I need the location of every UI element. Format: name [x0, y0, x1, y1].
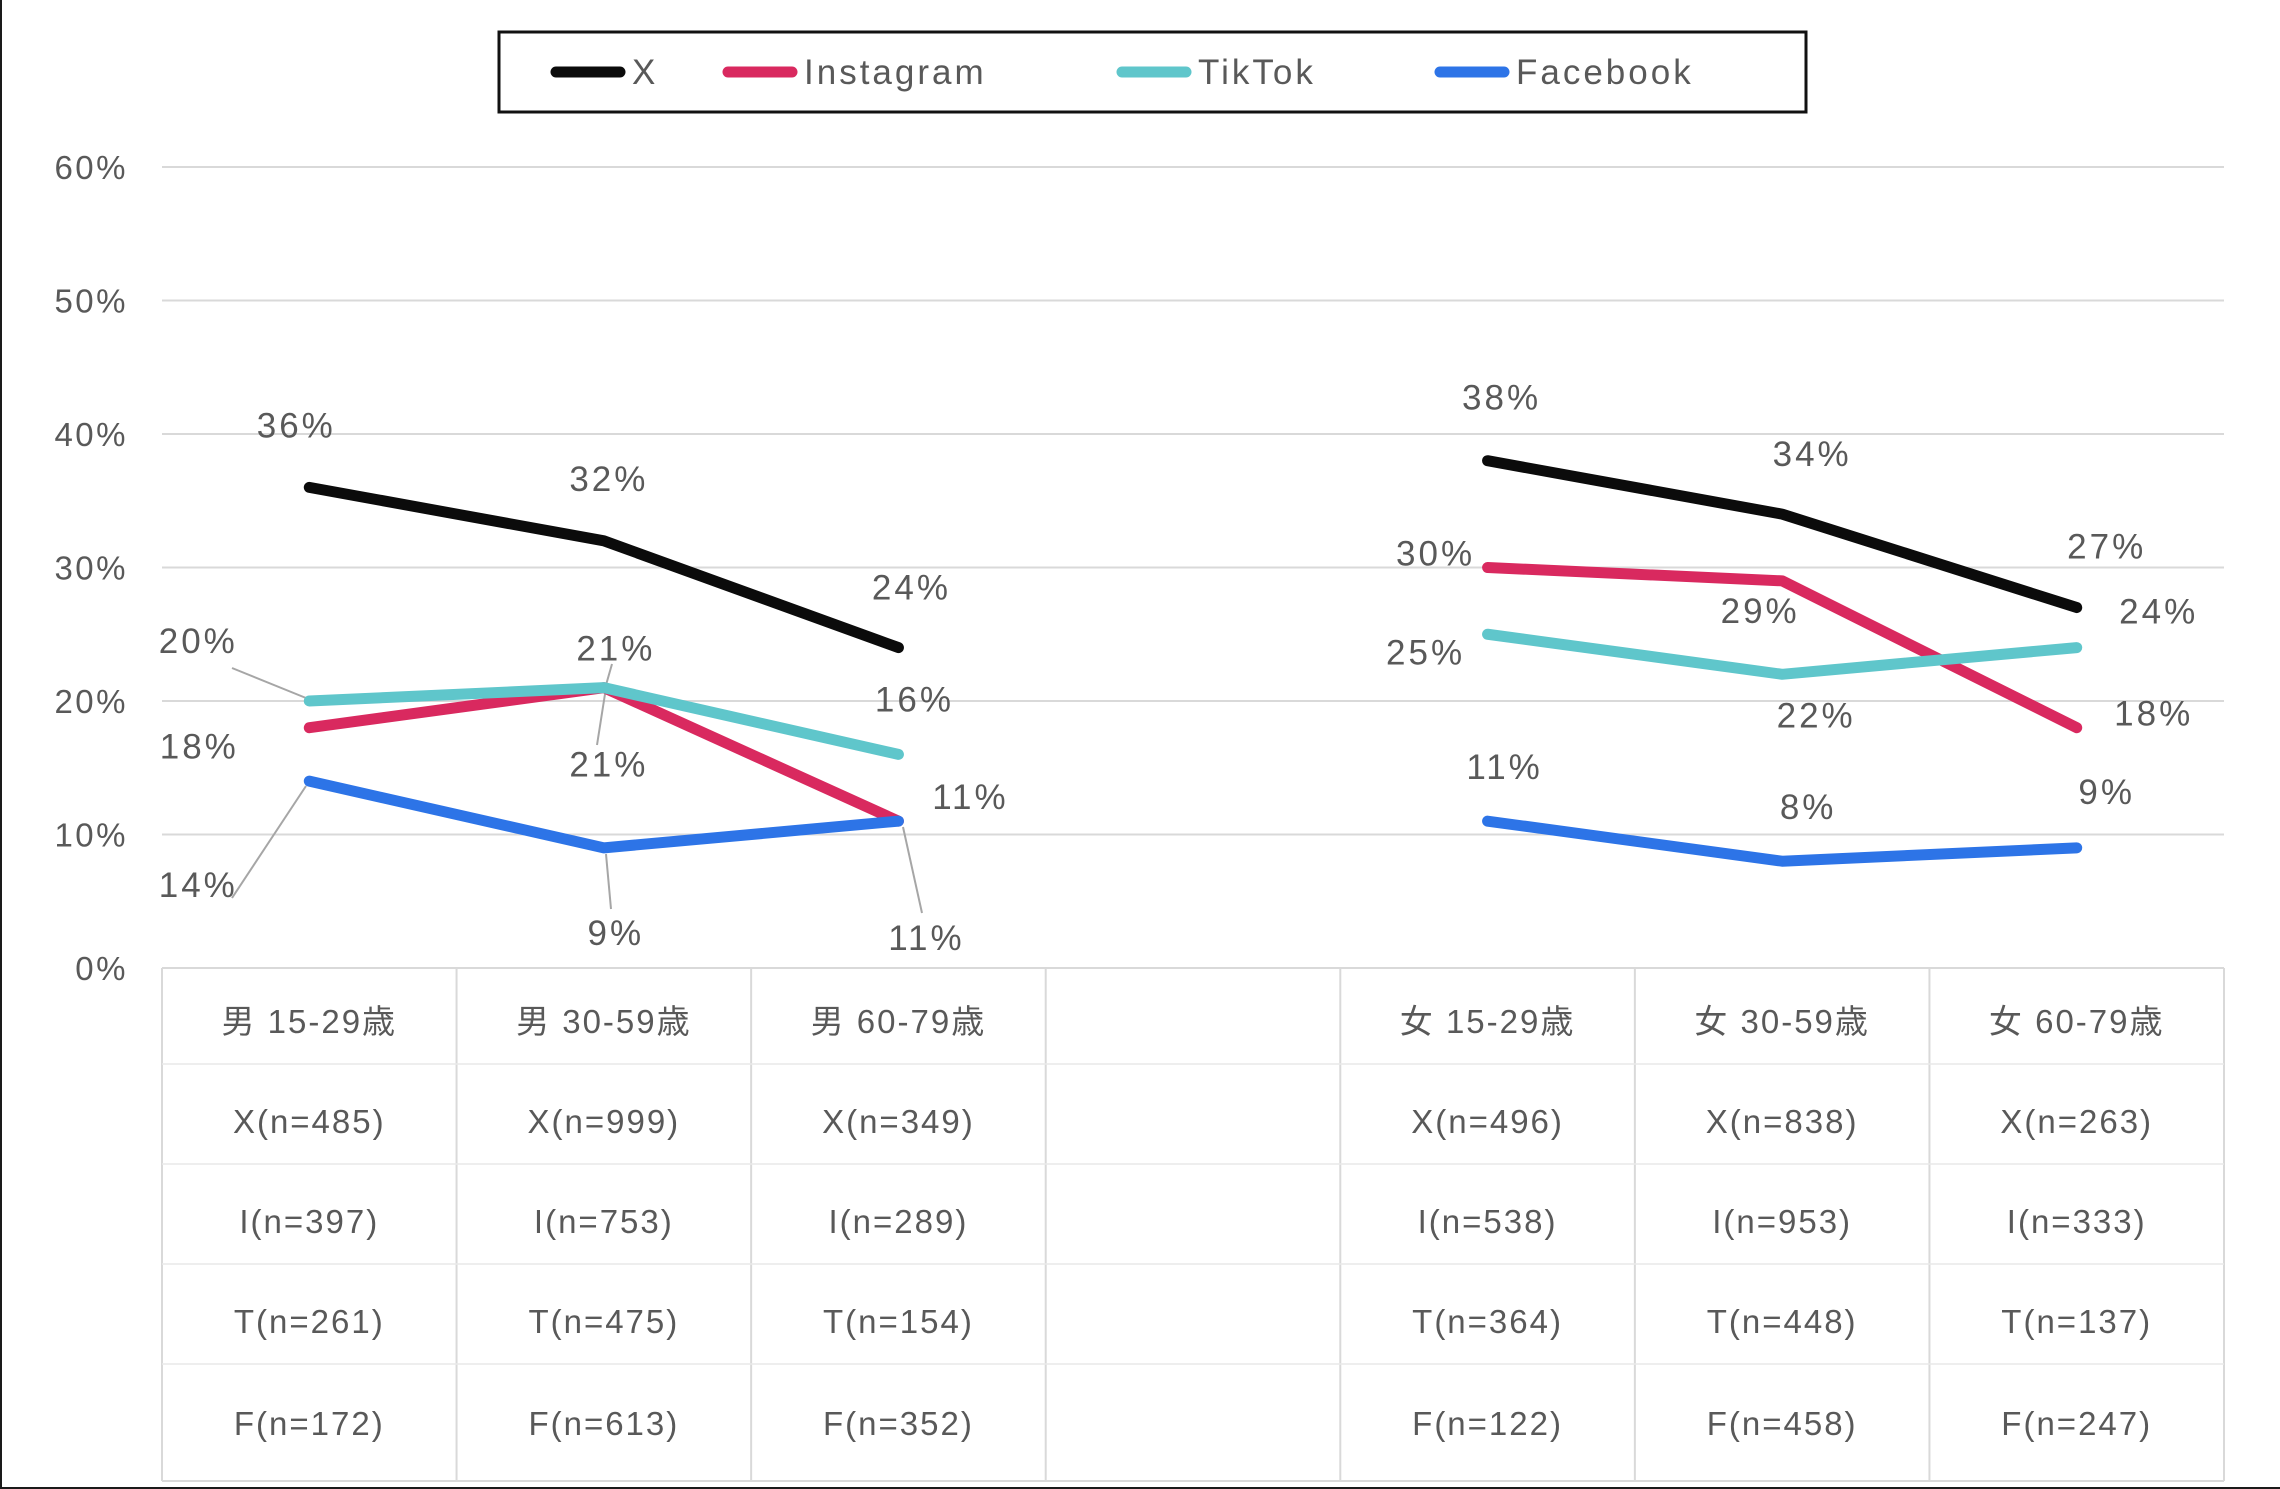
data-label-facebook: 11%: [888, 919, 964, 958]
data-label-facebook: 9%: [588, 914, 645, 953]
y-axis-tick-label: 30%: [54, 550, 128, 587]
sample-size-cell: I(n=538): [1418, 1203, 1558, 1240]
sample-size-cell: I(n=333): [2007, 1203, 2147, 1240]
data-label-x: 36%: [257, 406, 336, 445]
legend-label-facebook: Facebook: [1516, 53, 1694, 92]
data-label-facebook: 11%: [1466, 748, 1542, 787]
category-header-label: 男 30-59歳: [516, 1003, 692, 1040]
data-label-instagram: 30%: [1396, 535, 1475, 574]
data-label-leader-line: [605, 853, 612, 910]
sample-size-cell: T(n=475): [528, 1303, 679, 1340]
data-label-tiktok: 16%: [875, 680, 954, 719]
legend-label-x: X: [632, 53, 658, 92]
series-line-instagram: [1482, 562, 2083, 734]
category-header-label: 男 15-29歳: [221, 1003, 397, 1040]
sample-size-cell: F(n=247): [2001, 1405, 2152, 1442]
data-label-instagram: 18%: [160, 728, 239, 767]
series-line-facebook: [1482, 815, 2083, 867]
sample-size-cell: F(n=458): [1707, 1405, 1858, 1442]
data-label-leader-line: [231, 785, 307, 899]
data-label-leader-line: [596, 693, 606, 746]
data-label-leader-line: [902, 826, 923, 914]
data-label-x: 34%: [1773, 435, 1852, 474]
sample-size-cell: X(n=838): [1706, 1103, 1859, 1140]
data-label-x: 24%: [872, 569, 951, 608]
data-label-leader-line: [605, 663, 613, 686]
series-line-x: [1482, 455, 2083, 614]
series-line-tiktok: [1482, 628, 2083, 680]
data-label-facebook: 9%: [2078, 773, 2135, 812]
data-label-x: 38%: [1462, 379, 1541, 418]
sample-size-cell: I(n=753): [534, 1203, 674, 1240]
sample-size-cell: I(n=953): [1712, 1203, 1852, 1240]
sample-size-cell: T(n=137): [2001, 1303, 2152, 1340]
y-axis-tick-label: 50%: [54, 283, 128, 320]
y-axis-tick-label: 0%: [75, 950, 128, 987]
data-label-tiktok: 22%: [1777, 696, 1856, 735]
sample-size-cell: I(n=397): [239, 1203, 379, 1240]
legend-label-tiktok: TikTok: [1198, 53, 1316, 92]
y-axis-tick-label: 60%: [54, 149, 128, 186]
data-label-tiktok: 21%: [576, 630, 655, 669]
category-header-label: 男 60-79歳: [811, 1003, 987, 1040]
sample-size-cell: F(n=172): [234, 1405, 385, 1442]
series-line-tiktok: [303, 682, 904, 760]
sample-size-cell: X(n=349): [822, 1103, 975, 1140]
sample-size-cell: X(n=263): [2000, 1103, 2153, 1140]
sample-size-cell: T(n=448): [1707, 1303, 1858, 1340]
data-label-instagram: 11%: [932, 778, 1008, 817]
category-header-label: 女 30-59歳: [1694, 1003, 1870, 1040]
data-label-facebook: 8%: [1780, 788, 1837, 827]
data-label-tiktok: 25%: [1386, 633, 1465, 672]
sample-size-cell: F(n=352): [823, 1405, 974, 1442]
sample-size-cell: T(n=154): [823, 1303, 974, 1340]
sample-size-cell: X(n=485): [233, 1103, 386, 1140]
y-axis-tick-label: 10%: [54, 817, 128, 854]
series-line-facebook: [303, 775, 904, 854]
category-header-label: 女 15-29歳: [1400, 1003, 1576, 1040]
y-axis-tick-label: 20%: [54, 683, 128, 720]
y-axis-tick-label: 40%: [54, 416, 128, 453]
sample-size-cell: X(n=999): [528, 1103, 681, 1140]
sample-size-cell: X(n=496): [1411, 1103, 1564, 1140]
sample-size-cell: F(n=122): [1412, 1405, 1563, 1442]
data-label-instagram: 18%: [2114, 695, 2193, 734]
category-header-label: 女 60-79歳: [1989, 1003, 2165, 1040]
sample-size-cell: T(n=261): [234, 1303, 385, 1340]
data-label-facebook: 14%: [159, 866, 238, 905]
data-label-tiktok: 24%: [2119, 593, 2198, 632]
data-label-tiktok: 20%: [159, 622, 238, 661]
sample-size-cell: T(n=364): [1412, 1303, 1563, 1340]
data-label-x: 27%: [2067, 528, 2146, 567]
legend-label-instagram: Instagram: [804, 53, 987, 92]
series-line-x: [303, 481, 904, 654]
data-label-x: 32%: [569, 460, 648, 499]
data-label-instagram: 29%: [1721, 592, 1800, 631]
data-label-instagram: 21%: [569, 746, 648, 785]
data-label-leader-line: [231, 667, 307, 699]
sample-size-cell: I(n=289): [829, 1203, 969, 1240]
sample-size-cell: F(n=613): [528, 1405, 679, 1442]
legend-box: [497, 30, 1808, 114]
